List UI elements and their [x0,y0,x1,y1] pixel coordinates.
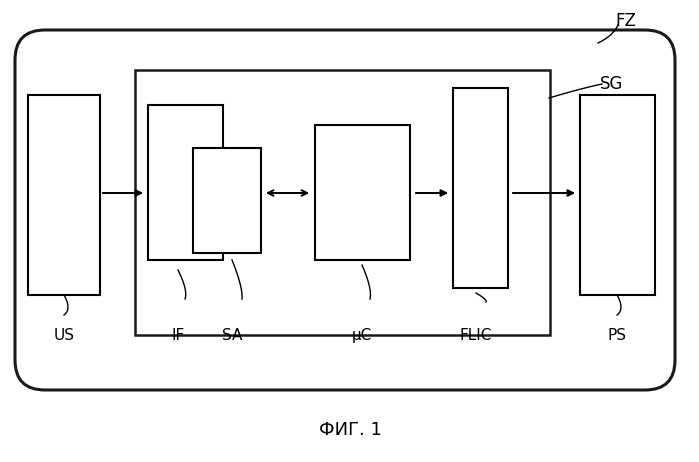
Text: μC: μC [352,328,372,343]
Bar [453,88,508,288]
Text: US: US [54,328,75,343]
Text: SG: SG [600,75,624,93]
Bar [580,95,655,295]
Bar [315,125,410,260]
Text: FZ: FZ [615,12,636,30]
Text: IF: IF [171,328,185,343]
Bar [148,105,223,260]
Text: ФИГ. 1: ФИГ. 1 [319,421,382,439]
Text: PS: PS [607,328,626,343]
Bar [193,148,261,253]
Bar [28,95,100,295]
FancyBboxPatch shape [15,30,675,390]
Text: SA: SA [222,328,242,343]
Text: FLIC: FLIC [460,328,492,343]
Bar [135,70,550,335]
